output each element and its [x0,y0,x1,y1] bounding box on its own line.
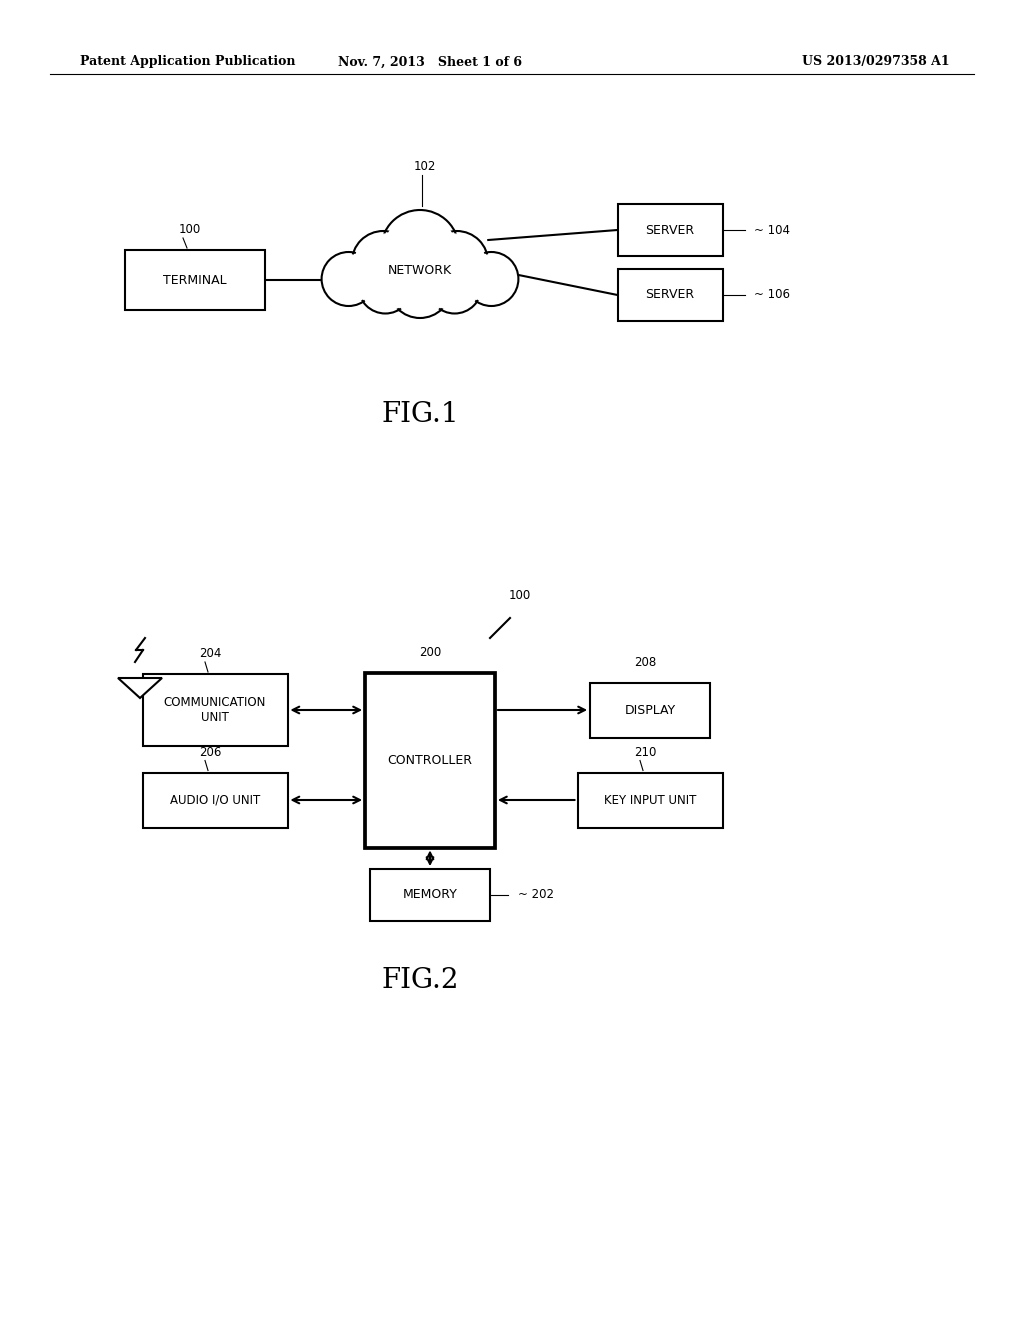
Text: 200: 200 [419,645,441,659]
Text: 210: 210 [634,746,656,759]
Bar [617,269,723,321]
Circle shape [325,255,373,304]
Text: FIG.2: FIG.2 [381,966,459,994]
Text: Nov. 7, 2013   Sheet 1 of 6: Nov. 7, 2013 Sheet 1 of 6 [338,55,522,69]
Bar [578,772,723,828]
Bar [142,675,288,746]
Text: CONTROLLER: CONTROLLER [387,754,472,767]
Circle shape [381,210,459,288]
Circle shape [428,260,481,314]
Bar [125,249,265,310]
Circle shape [385,214,455,284]
Text: KEY INPUT UNIT: KEY INPUT UNIT [604,793,696,807]
Circle shape [322,252,376,306]
Text: COMMUNICATION
UNIT: COMMUNICATION UNIT [164,696,266,723]
Text: SERVER: SERVER [645,289,694,301]
Bar [370,869,490,921]
Text: AUDIO I/O UNIT: AUDIO I/O UNIT [170,793,260,807]
Text: 204: 204 [199,647,221,660]
Polygon shape [118,678,162,698]
Bar [365,672,495,847]
Text: Patent Application Publication: Patent Application Publication [80,55,296,69]
Circle shape [352,231,415,294]
Circle shape [425,231,488,294]
Bar [617,205,723,256]
Text: FIG.1: FIG.1 [381,401,459,429]
Text: ~ 202: ~ 202 [518,888,554,902]
Text: DISPLAY: DISPLAY [625,704,676,717]
Text: NETWORK: NETWORK [388,264,452,276]
Bar [142,772,288,828]
Circle shape [467,255,516,304]
Circle shape [465,252,518,306]
Circle shape [355,234,412,290]
Text: 208: 208 [634,656,656,668]
Circle shape [388,255,452,318]
Circle shape [428,234,485,290]
Circle shape [358,260,413,314]
Text: US 2013/0297358 A1: US 2013/0297358 A1 [803,55,950,69]
Text: 102: 102 [414,160,436,173]
Text: ~ 106: ~ 106 [755,289,791,301]
Text: 100: 100 [509,589,531,602]
Text: TERMINAL: TERMINAL [163,273,226,286]
Text: SERVER: SERVER [645,223,694,236]
Circle shape [391,259,449,315]
Text: 100: 100 [179,223,201,236]
Text: ~ 104: ~ 104 [755,223,791,236]
Text: MEMORY: MEMORY [402,888,458,902]
Circle shape [361,263,410,310]
Text: 206: 206 [199,746,221,759]
Bar [590,682,710,738]
Circle shape [430,263,479,310]
